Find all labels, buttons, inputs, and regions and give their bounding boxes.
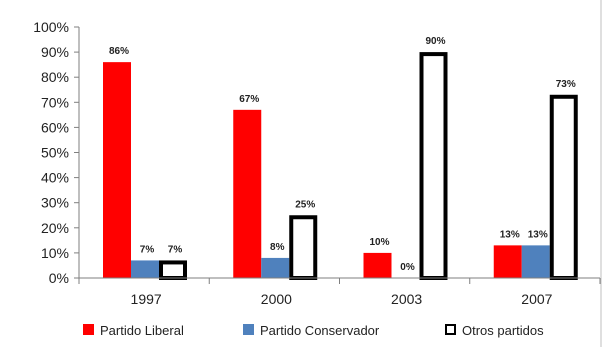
data-label: 86% xyxy=(109,46,129,57)
legend-swatch xyxy=(243,324,254,335)
data-label: 67% xyxy=(239,94,259,105)
bar xyxy=(521,245,550,278)
y-tick-label: 60% xyxy=(41,119,69,135)
bar xyxy=(289,215,318,280)
data-label: 7% xyxy=(140,244,155,255)
bars-layer xyxy=(103,52,578,280)
bar xyxy=(131,260,159,278)
axes-layer: 0% 10% 20% 30% 40% 50% 60% 70% 80% 90% 100% 1997 200… xyxy=(33,19,601,307)
legend-label: Otros partidos xyxy=(462,323,544,338)
data-label: 13% xyxy=(528,229,548,240)
x-tick-label: 2000 xyxy=(261,291,292,307)
bar xyxy=(159,260,187,280)
x-tick-label: 2007 xyxy=(521,291,552,307)
bar xyxy=(549,94,578,280)
y-tick-label: 20% xyxy=(41,220,69,236)
legend-label: Partido Liberal xyxy=(100,323,184,338)
bar xyxy=(261,257,290,278)
bar xyxy=(233,109,262,278)
y-tick-label: 30% xyxy=(41,195,69,211)
y-tick-label: 70% xyxy=(41,94,69,110)
data-label: 0% xyxy=(400,262,415,273)
legend-label: Partido Conservador xyxy=(260,323,380,338)
legend-swatch xyxy=(445,324,456,335)
data-label: 73% xyxy=(556,79,576,90)
bar xyxy=(493,245,522,278)
data-label: 7% xyxy=(168,244,183,255)
y-tick-label: 0% xyxy=(49,270,69,286)
y-tick-label: 10% xyxy=(41,245,69,261)
data-label: 90% xyxy=(425,36,445,47)
y-tick-label: 80% xyxy=(41,69,69,85)
x-tick-label: 2003 xyxy=(391,291,422,307)
legend: Partido Liberal Partido Conservador Otros … xyxy=(83,323,544,338)
y-tick-label: 100% xyxy=(33,19,69,35)
x-tick-label: 1997 xyxy=(131,291,162,307)
y-tick-label: 40% xyxy=(41,170,69,186)
data-label: 25% xyxy=(295,199,315,210)
y-tick-label: 90% xyxy=(41,44,69,60)
bar xyxy=(419,52,448,280)
data-label: 10% xyxy=(369,237,389,248)
data-label: 13% xyxy=(500,229,520,240)
bar xyxy=(103,62,131,278)
data-label: 8% xyxy=(270,242,285,253)
bar xyxy=(363,252,392,278)
y-tick-label: 50% xyxy=(41,145,69,161)
data-labels-layer: 86% 7% 7% 67% 8% 25% 10% 0% 90% 13% 13% 73% xyxy=(109,36,576,273)
legend-swatch xyxy=(83,324,94,335)
